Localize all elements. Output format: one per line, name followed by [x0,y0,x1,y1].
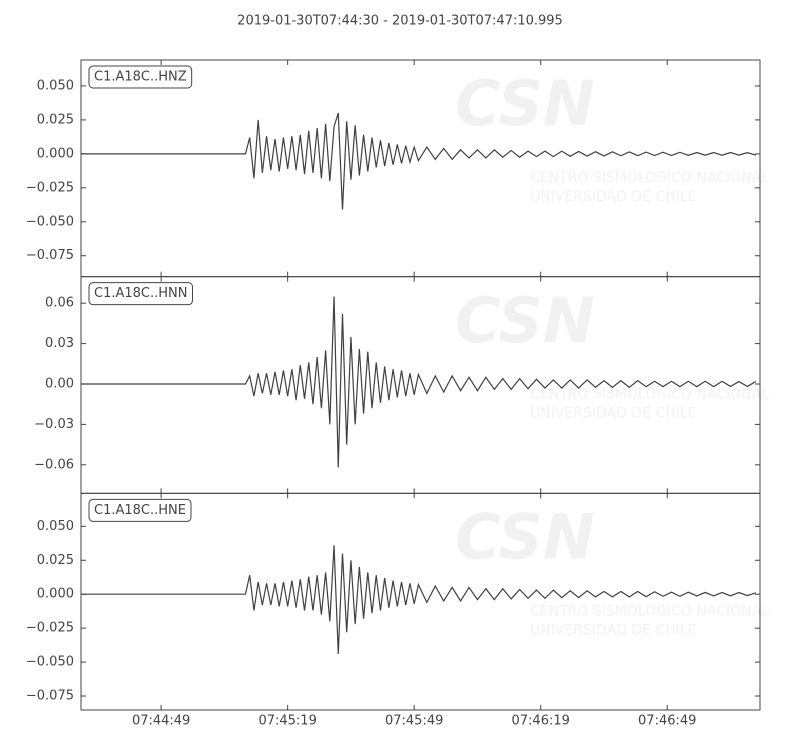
y-tick-label: 0.03 [45,336,74,351]
chart-title: 2019-01-30T07:44:30 - 2019-01-30T07:47:1… [237,14,563,29]
watermark: UNIVERSIDAD DE CHILE [530,622,697,638]
y-tick-label: −0.050 [26,655,74,670]
y-tick-label: −0.025 [26,621,74,636]
trace-label-box [88,282,193,306]
plot-frame [80,492,761,711]
y-tick-label: 0.000 [37,587,74,602]
trace-label: C1.A18C..HNZ [94,70,187,85]
y-tick-label: −0.025 [26,180,74,195]
y-tick-label: 0.025 [37,112,74,127]
trace-label: C1.A18C..HNE [94,503,186,518]
trace-label-box [88,65,193,89]
waveform [81,296,757,468]
trace-label-box [88,498,192,522]
watermark: CENTRO SISMOLOGICO NACIONAL [530,603,769,619]
y-tick-label: −0.050 [26,214,74,229]
y-tick-label: 0.000 [37,146,74,161]
watermark: UNIVERSIDAD DE CHILE [530,189,697,205]
x-tick-label: 07:44:49 [132,714,190,729]
watermark: CSN [455,500,595,573]
y-tick-label: −0.075 [26,248,74,263]
x-tick-label: 07:46:19 [512,714,570,729]
watermark: CENTRO SISMOLOGICO NACIONAL [530,170,769,186]
watermark: CENTRO SISMOLOGICO NACIONAL [530,387,769,403]
y-tick-label: 0.025 [37,553,74,568]
x-tick-label: 07:46:49 [638,714,696,729]
x-tick-label: 07:45:49 [385,714,443,729]
trace-label: C1.A18C..HNN [94,286,187,301]
y-tick-label: −0.03 [34,417,74,432]
y-tick-label: 0.00 [45,376,74,391]
y-tick-label: 0.06 [45,296,74,311]
y-tick-label: 0.050 [37,519,74,534]
y-tick-label: −0.075 [26,689,74,704]
y-tick-label: 0.050 [37,78,74,93]
watermark: CSN [455,284,595,357]
waveform [81,112,756,210]
x-tick-label: 07:45:19 [258,714,316,729]
waveform [81,545,756,654]
watermark: CSN [455,67,595,140]
watermark: UNIVERSIDAD DE CHILE [530,406,697,422]
y-tick-label: −0.06 [34,457,74,472]
